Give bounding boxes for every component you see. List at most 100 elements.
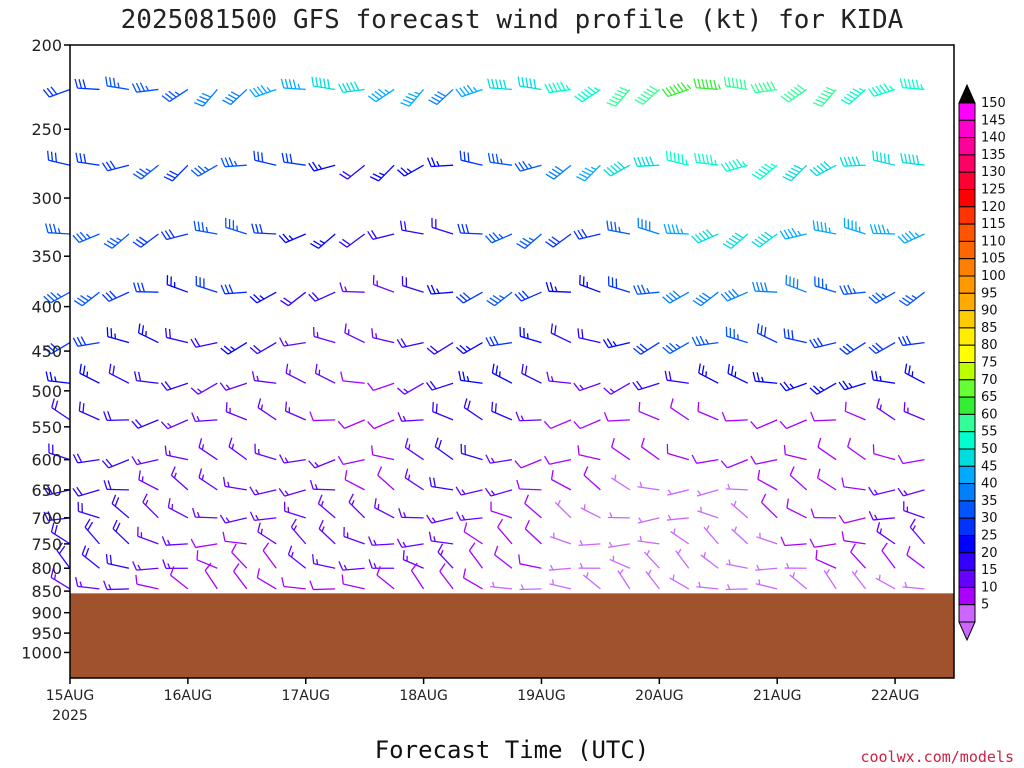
wind-barb [515, 411, 542, 422]
barb-half-tick [903, 490, 908, 496]
wind-barb [871, 370, 896, 384]
wind-barb [308, 161, 336, 172]
wind-barb [580, 504, 601, 519]
wind-barb [514, 290, 542, 302]
barb-full-tick [616, 89, 627, 95]
barb-full-tick [54, 400, 59, 411]
barb-shaft [814, 543, 837, 548]
barb-full-tick [877, 224, 882, 234]
wind-barb [675, 548, 690, 569]
wind-barb [56, 542, 71, 569]
barb-half-tick [490, 490, 496, 496]
barb-full-tick [785, 173, 795, 179]
barb-shaft [669, 342, 690, 355]
barb-half-tick [167, 539, 171, 546]
barb-half-tick [612, 340, 617, 347]
barb-full-tick [751, 173, 761, 180]
barb-half-tick [874, 514, 878, 520]
barb-full-tick [574, 95, 583, 103]
wind-barb [308, 459, 336, 469]
barb-shaft [494, 554, 513, 569]
barb-half-tick [297, 83, 301, 90]
barb-half-tick [284, 457, 289, 463]
barb-half-tick [384, 89, 390, 94]
barb-full-tick [225, 96, 234, 103]
barb-half-tick [108, 584, 112, 590]
barb-full-tick [871, 294, 880, 302]
barb-full-tick [868, 486, 875, 496]
wind-barb [198, 438, 218, 461]
barb-full-tick [83, 153, 87, 164]
barb-full-tick [722, 243, 732, 249]
wind-barb [545, 282, 571, 293]
barb-full-tick [691, 336, 698, 346]
barb-full-tick [314, 363, 318, 374]
barb-full-tick [43, 511, 49, 521]
barb-shaft [107, 562, 130, 569]
barb-half-tick [255, 514, 259, 521]
barb-full-tick [262, 542, 270, 551]
wind-barb [725, 584, 748, 591]
wind-barb [812, 220, 837, 235]
barb-half-tick [680, 228, 684, 235]
barb-full-tick [109, 160, 116, 170]
barb-shaft [816, 382, 837, 395]
barb-half-tick [79, 581, 83, 587]
wind-barb [755, 564, 778, 571]
barb-full-tick [198, 468, 203, 478]
barb-full-tick [675, 224, 680, 234]
barb-full-tick [50, 568, 54, 578]
barb-full-tick [544, 455, 550, 465]
barb-full-tick [676, 83, 684, 92]
barb-half-tick [718, 84, 721, 90]
barb-full-tick [847, 284, 853, 294]
barb-half-tick [854, 569, 858, 575]
barb-shaft [231, 551, 248, 569]
barb-full-tick [131, 456, 138, 465]
barb-half-tick [490, 457, 495, 463]
barb-full-tick [904, 232, 913, 241]
wind-barb [573, 382, 601, 392]
wind-barb [579, 274, 601, 293]
barb-full-tick [371, 93, 380, 100]
barb-shaft [696, 459, 719, 464]
barb-half-tick [173, 472, 177, 479]
wind-barb [426, 342, 454, 355]
barb-full-tick [139, 236, 148, 243]
wind-barb [752, 281, 778, 293]
barb-full-tick [434, 437, 439, 447]
barb-full-tick [577, 229, 584, 239]
wind-barb [410, 562, 425, 590]
wind-barb [487, 78, 513, 91]
barb-shaft [169, 88, 189, 103]
wind-barb [881, 542, 896, 569]
barb-full-tick [135, 82, 142, 92]
wind-barb [372, 275, 395, 293]
barb-full-tick [730, 365, 734, 376]
barb-full-tick [843, 96, 853, 103]
barb-shaft [521, 372, 542, 384]
wind-barb [514, 459, 542, 469]
barb-full-tick [843, 285, 849, 295]
barb-full-tick [515, 411, 521, 421]
barb-shaft [136, 291, 159, 293]
wind-barb [344, 470, 365, 491]
barb-full-tick [495, 153, 499, 164]
wind-barb [371, 328, 395, 344]
barb-half-tick [911, 295, 917, 299]
barb-full-tick [693, 152, 698, 163]
barb-full-tick [82, 365, 86, 376]
barb-half-tick [255, 489, 260, 495]
barb-shaft [785, 337, 807, 344]
barb-full-tick [462, 371, 466, 382]
wind-barb [872, 150, 896, 166]
barb-full-tick [705, 79, 709, 89]
barb-full-tick [844, 401, 847, 412]
barb-half-tick [86, 295, 92, 299]
barb-half-tick [825, 569, 830, 575]
barb-full-tick [105, 553, 109, 564]
barb-full-tick [881, 542, 888, 551]
barb-full-tick [219, 514, 226, 524]
colorbar-swatch [958, 569, 976, 588]
barb-full-tick [758, 168, 767, 175]
